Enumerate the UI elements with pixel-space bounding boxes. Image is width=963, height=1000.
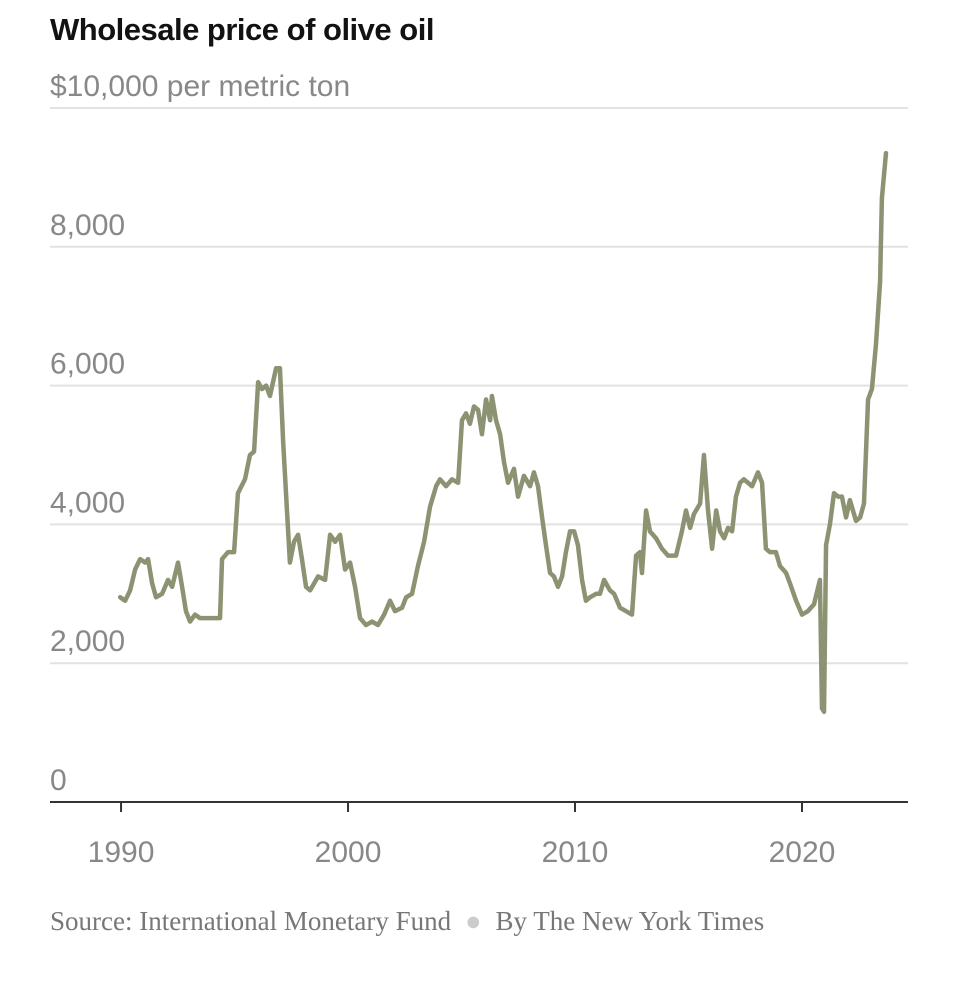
x-tick-label: 2010: [542, 836, 609, 869]
x-tick-label: 1990: [88, 836, 155, 869]
price-line: [117, 150, 889, 715]
footer: Source: International Monetary Fund ● By T…: [50, 900, 880, 942]
x-tick-label: 2020: [769, 836, 836, 869]
x-tick-label: 2000: [315, 836, 382, 869]
y-tick-label: 4,000: [50, 486, 125, 519]
separator: ●: [465, 906, 482, 936]
chart: Wholesale price of olive oil 0 2,000 4,000…: [50, 12, 908, 869]
y-tick-label: 6,000: [50, 348, 125, 381]
y-tick-label: $10,000 per metric ton: [50, 70, 350, 103]
y-tick-label: 2,000: [50, 625, 125, 658]
y-tick-label: 8,000: [50, 209, 125, 242]
credit: By The New York Times: [495, 906, 765, 936]
source: Source: International Monetary Fund: [50, 906, 452, 936]
y-tick-label: 0: [50, 764, 67, 797]
chart-title: Wholesale price of olive oil: [50, 12, 434, 47]
